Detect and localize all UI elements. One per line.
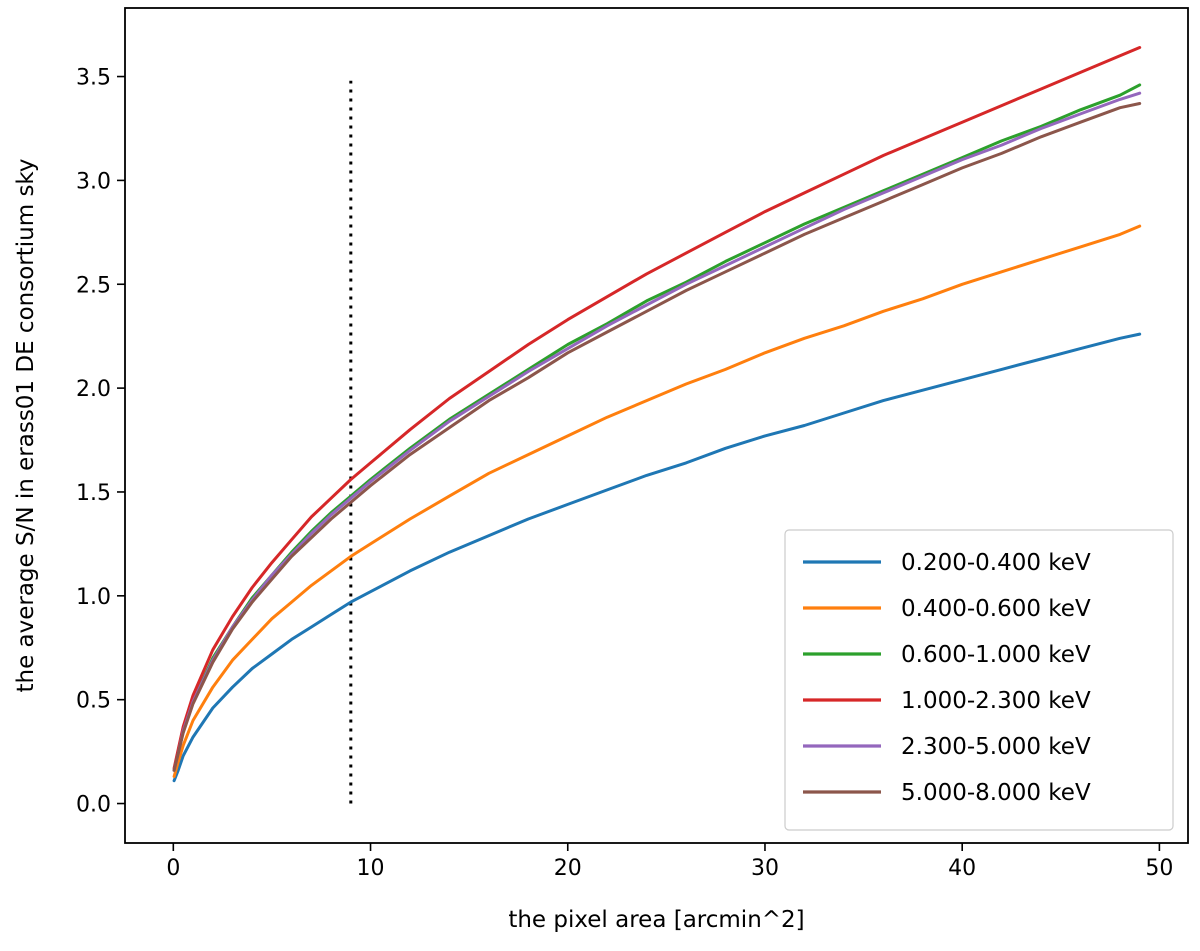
plot-frame: [124, 7, 1189, 844]
series-line-2: [172, 224, 1142, 778]
y-tick-label: 2.5: [76, 273, 111, 298]
x-tick-label: 50: [1145, 856, 1173, 881]
x-tick-label: 0: [166, 856, 180, 881]
y-tick-label: 3.5: [76, 66, 111, 91]
x-axis-label: the pixel area [arcmin^2]: [508, 907, 804, 933]
y-tick-label: 2.0: [76, 377, 111, 402]
legend-box: [784, 529, 1174, 831]
legend: 0.200-0.400 keV 0.400-0.600 keV 0.600-1.00…: [784, 529, 1174, 831]
series-line-4: [172, 46, 1142, 770]
y-tick-label: 1.5: [76, 481, 111, 506]
y-tick-label: 3.0: [76, 169, 111, 194]
x-tick-label: 20: [554, 856, 582, 881]
y-tick-label: 1.0: [76, 585, 111, 610]
series-line-6: [172, 102, 1142, 772]
y-tick-label: 0.0: [76, 793, 111, 818]
x-tick-label: 30: [751, 856, 779, 881]
x-axis: 0 10 20 30 40 50: [166, 843, 1173, 881]
legend-label: 0.600-1.000 keV: [901, 642, 1091, 668]
series-line-1: [172, 332, 1142, 783]
x-tick-label: 40: [948, 856, 976, 881]
y-tick-label: 0.5: [76, 689, 111, 714]
legend-items: 0.200-0.400 keV 0.400-0.600 keV 0.600-1.00…: [803, 550, 1091, 806]
legend-label: 5.000-8.000 keV: [901, 780, 1091, 806]
legend-label: 0.200-0.400 keV: [901, 550, 1091, 576]
y-axis-label: the average S/N in erass01 DE consortium…: [13, 158, 39, 692]
legend-label: 1.000-2.300 keV: [901, 688, 1091, 714]
series-layer: [172, 46, 1142, 783]
y-axis: 0.0 0.5 1.0 1.5 2.0 2.5 3.0 3.5: [76, 66, 125, 818]
legend-label: 0.400-0.600 keV: [901, 596, 1091, 622]
x-tick-label: 10: [357, 856, 385, 881]
legend-label: 2.300-5.000 keV: [901, 734, 1091, 760]
